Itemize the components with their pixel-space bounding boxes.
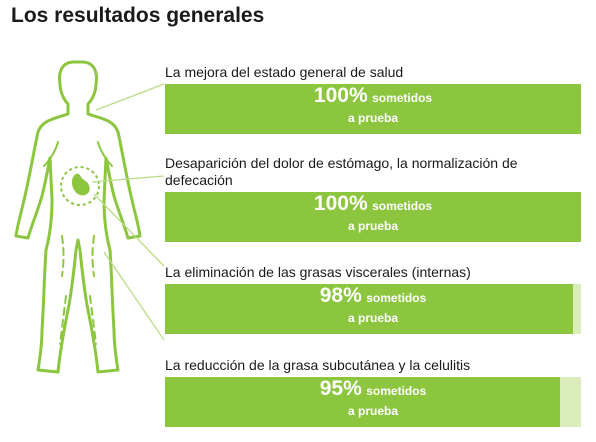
stomach-highlight-circle xyxy=(60,166,100,206)
result-bar-text: 95% sometidos a prueba xyxy=(165,377,581,420)
connector-line xyxy=(95,83,165,111)
result-bar: 98% sometidos a prueba xyxy=(165,284,581,334)
result-percent: 100% xyxy=(313,192,368,215)
result-caption-2: a prueba xyxy=(347,404,398,418)
result-label: La reducción de la grasa subcutánea y la… xyxy=(165,357,471,373)
result-item: Desaparición del dolor de estómago, la n… xyxy=(165,155,581,242)
result-label: La mejora del estado general de salud xyxy=(165,64,404,80)
connector-line xyxy=(93,193,165,267)
stomach-icon xyxy=(71,172,91,197)
result-caption: sometidos xyxy=(366,291,427,305)
result-bar: 100% sometidos a prueba xyxy=(165,84,581,134)
result-caption-2: a prueba xyxy=(347,219,398,233)
result-caption: sometidos xyxy=(366,384,427,398)
result-item: La mejora del estado general de salud 10… xyxy=(165,64,581,134)
result-bar-fill xyxy=(165,192,581,242)
connector-line xyxy=(103,251,165,341)
result-bar-fill xyxy=(165,377,561,427)
page-title: Los resultados generales xyxy=(11,4,265,27)
result-percent: 98% xyxy=(319,284,362,307)
result-bar-text: 100% sometidos a prueba xyxy=(165,84,581,127)
human-body-outline-icon xyxy=(14,60,142,374)
connector-line xyxy=(91,175,165,183)
result-bar: 95% sometidos a prueba xyxy=(165,377,581,427)
result-item: La reducción de la grasa subcutánea y la… xyxy=(165,357,581,427)
result-bar-text: 98% sometidos a prueba xyxy=(165,284,581,327)
result-bar-fill xyxy=(165,284,573,334)
result-caption: sometidos xyxy=(372,199,433,213)
result-caption-2: a prueba xyxy=(347,311,398,325)
result-bar: 100% sometidos a prueba xyxy=(165,192,581,242)
result-label: La eliminación de las grasas viscerales … xyxy=(165,264,471,280)
result-label: Desaparición del dolor de estómago, la n… xyxy=(165,155,518,188)
result-bar-fill xyxy=(165,84,581,134)
result-caption-2: a prueba xyxy=(347,111,398,125)
result-caption: sometidos xyxy=(372,91,433,105)
result-item: La eliminación de las grasas viscerales … xyxy=(165,264,581,334)
result-percent: 95% xyxy=(319,377,362,400)
result-percent: 100% xyxy=(313,84,368,107)
result-bar-text: 100% sometidos a prueba xyxy=(165,192,581,235)
